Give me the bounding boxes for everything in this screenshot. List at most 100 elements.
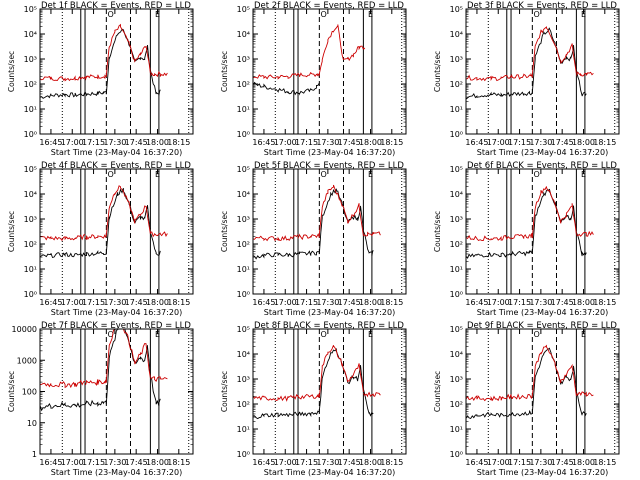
x-tick-label: 18:00 — [359, 298, 382, 307]
x-tick-label: 17:15 — [82, 298, 105, 307]
x-tick-label: 18:00 — [146, 138, 169, 147]
y-tick-label: 10¹ — [24, 265, 37, 274]
x-tick-label: 17:00 — [61, 138, 84, 147]
events-series-line — [465, 347, 587, 420]
marker-label: E — [155, 330, 160, 339]
y-tick-label: 10¹ — [450, 105, 463, 114]
x-tick-label: 18:15 — [380, 138, 403, 147]
y-tick-label: 10² — [24, 240, 37, 249]
panel-title: Det 3f BLACK = Events, RED = LLD — [467, 1, 617, 11]
x-tick-label: 17:15 — [508, 138, 531, 147]
y-tick-label: 10⁴ — [237, 350, 250, 359]
y-tick-label: 10⁴ — [450, 190, 463, 199]
x-tick-label: 18:15 — [167, 458, 190, 467]
x-tick-label: 17:00 — [487, 138, 510, 147]
x-tick-label: 18:15 — [593, 458, 616, 467]
y-tick-label: 10⁴ — [450, 350, 463, 359]
x-tick-label: 18:15 — [380, 458, 403, 467]
x-tick-label: 17:15 — [508, 458, 531, 467]
x-tick-label: 17:15 — [295, 138, 318, 147]
x-tick-label: 17:00 — [274, 138, 297, 147]
marker-label: O — [533, 10, 539, 19]
events-series-line — [465, 188, 587, 259]
marker-label: O — [320, 170, 326, 179]
events-series-line — [252, 348, 374, 420]
y-tick-label: 100 — [22, 388, 37, 397]
x-tick-label: 16:45 — [465, 298, 488, 307]
y-tick-label: 10⁰ — [237, 130, 250, 139]
y-tick-label: 10⁴ — [450, 30, 463, 39]
y-tick-label: 10² — [24, 80, 37, 89]
y-tick-label: 10⁵ — [450, 5, 463, 14]
x-axis-label: Start Time (23-May-04 16:37:20) — [264, 148, 395, 157]
y-tick-label: 10000 — [12, 325, 37, 334]
x-tick-label: 18:00 — [359, 138, 382, 147]
x-axis-label: Start Time (23-May-04 16:37:20) — [51, 148, 182, 157]
x-tick-label: 17:00 — [61, 458, 84, 467]
x-tick-label: 17:30 — [529, 458, 552, 467]
x-axis-label: Start Time (23-May-04 16:37:20) — [477, 148, 608, 157]
y-tick-label: 10¹ — [237, 105, 250, 114]
marker-label: O — [107, 330, 113, 339]
x-tick-label: 17:30 — [529, 138, 552, 147]
y-tick-label: 10³ — [237, 55, 250, 64]
x-tick-label: 18:00 — [572, 458, 595, 467]
x-axis-label: Start Time (23-May-04 16:37:20) — [477, 468, 608, 477]
y-tick-label: 10³ — [450, 215, 463, 224]
marker-label: E — [581, 170, 586, 179]
x-tick-label: 18:15 — [593, 138, 616, 147]
x-tick-label: 18:15 — [167, 298, 190, 307]
lld-series-line — [465, 344, 594, 402]
events-series-line — [39, 28, 161, 99]
marker-label: O — [320, 10, 326, 19]
y-axis-label: Counts/sec — [433, 371, 442, 412]
panel-title: Det 1f BLACK = Events, RED = LLD — [41, 1, 191, 11]
x-tick-label: 16:45 — [465, 138, 488, 147]
x-tick-label: 17:00 — [274, 298, 297, 307]
y-tick-label: 10² — [450, 240, 463, 249]
x-tick-label: 18:15 — [593, 298, 616, 307]
y-tick-label: 10³ — [450, 55, 463, 64]
y-tick-label: 10⁰ — [450, 450, 463, 459]
x-tick-label: 18:00 — [359, 458, 382, 467]
x-tick-label: 17:00 — [61, 298, 84, 307]
marker-label: E — [155, 10, 160, 19]
y-tick-label: 10¹ — [237, 425, 250, 434]
y-tick-label: 10¹ — [237, 265, 250, 274]
x-tick-label: 17:15 — [508, 298, 531, 307]
x-tick-label: 16:45 — [39, 138, 62, 147]
events-series-line — [252, 188, 374, 260]
x-tick-label: 17:15 — [295, 458, 318, 467]
x-tick-label: 16:45 — [252, 138, 275, 147]
y-tick-label: 10⁰ — [24, 130, 37, 139]
panel-title: Det 9f BLACK = Events, RED = LLD — [467, 321, 617, 331]
y-tick-label: 10⁵ — [450, 325, 463, 334]
marker-label: O — [533, 170, 539, 179]
y-axis-label: Counts/sec — [220, 51, 229, 92]
marker-label: E — [581, 10, 586, 19]
x-tick-label: 16:45 — [39, 458, 62, 467]
x-tick-label: 18:00 — [572, 138, 595, 147]
x-tick-label: 17:30 — [316, 458, 339, 467]
y-tick-label: 10⁰ — [24, 290, 37, 299]
x-tick-label: 17:45 — [125, 138, 148, 147]
y-tick-label: 10⁴ — [237, 190, 250, 199]
plot-frame — [39, 328, 194, 455]
plot-frame — [252, 8, 407, 135]
x-tick-label: 18:00 — [572, 298, 595, 307]
x-tick-label: 17:15 — [295, 298, 318, 307]
y-axis-label: Counts/sec — [220, 211, 229, 252]
y-tick-label: 10³ — [237, 375, 250, 384]
x-tick-label: 17:30 — [103, 458, 126, 467]
marker-label: E — [368, 170, 373, 179]
y-tick-label: 10² — [237, 240, 250, 249]
plot-frame — [465, 8, 620, 135]
y-tick-label: 10⁵ — [237, 165, 250, 174]
y-tick-label: 10¹ — [450, 425, 463, 434]
lld-series-line — [252, 24, 366, 80]
panel-1: O E 10⁰ 10¹ 10² 10³ 10⁴ 10⁵ 16:4517:0017:1517:30… — [7, 1, 194, 157]
panel-6: O E 10⁰ 10¹ 10² 10³ 10⁴ 10⁵ 16:4517:0017:1517:30… — [433, 161, 620, 317]
y-tick-label: 10⁴ — [24, 30, 37, 39]
x-tick-label: 17:30 — [316, 138, 339, 147]
events-series-line — [39, 187, 161, 259]
